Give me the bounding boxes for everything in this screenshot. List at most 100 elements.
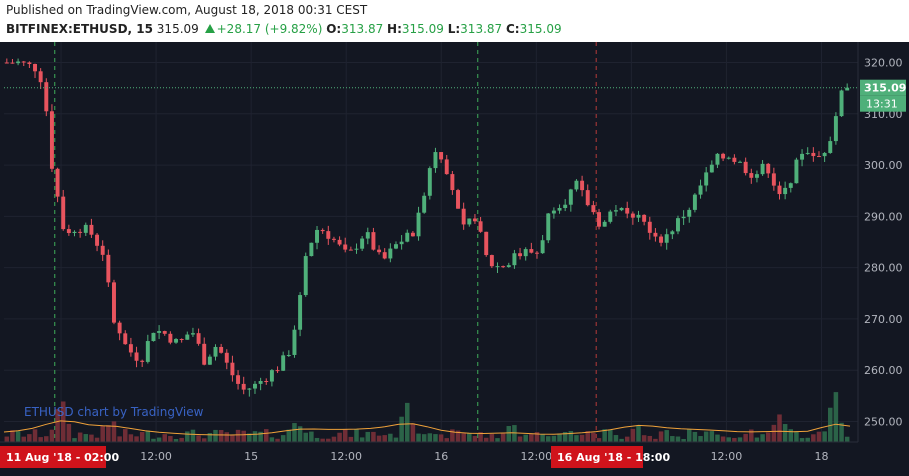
last-price-label: 315.09: [864, 82, 906, 95]
candle-body: [450, 174, 455, 191]
candle-body: [117, 322, 122, 334]
candle-body: [461, 208, 466, 225]
candle-body: [681, 216, 686, 219]
date-label-tag: [0, 446, 106, 468]
candle-body: [698, 185, 703, 195]
volume-bar: [765, 432, 771, 442]
time-tick-label: 16: [434, 450, 448, 463]
candles: [4, 58, 850, 397]
volume-bar: [348, 436, 354, 442]
volume-bar: [794, 431, 799, 442]
candle-body: [95, 234, 100, 246]
candle-body: [405, 232, 410, 242]
candle-body: [833, 116, 838, 142]
candle-body: [157, 331, 162, 333]
candle-body: [343, 244, 348, 250]
time-tick-label: 12:00: [140, 450, 172, 463]
volume-bar: [703, 431, 709, 442]
volume-bar: [410, 423, 416, 442]
up-arrow-icon: [204, 24, 215, 33]
candle-body: [523, 249, 528, 257]
date-label-tag: [551, 446, 643, 468]
price-chart[interactable]: 320.00310.00300.00290.00280.00270.00260.…: [0, 42, 909, 476]
candle-body: [264, 381, 269, 383]
volume-bar: [630, 428, 636, 442]
volume-bar: [461, 433, 466, 442]
candle-body: [16, 61, 21, 64]
candle-body: [608, 211, 613, 222]
volume-bar: [754, 437, 760, 442]
volume-bar: [314, 437, 320, 442]
candle-body: [286, 354, 291, 356]
candle-body: [540, 240, 545, 254]
candle-body: [845, 87, 850, 91]
candle-body: [298, 295, 303, 330]
volume-bar: [376, 435, 382, 442]
volume-bar: [681, 438, 686, 442]
volume-bar: [371, 431, 376, 442]
low-value: 313.87: [460, 22, 503, 36]
grid-lines: [4, 42, 858, 442]
candle-body: [10, 62, 15, 64]
volume-bar: [128, 434, 134, 442]
volume-bar: [788, 429, 794, 442]
candle-body: [766, 163, 771, 174]
candle-body: [174, 339, 178, 343]
volume-bar: [83, 434, 89, 442]
volume-bar: [636, 425, 641, 442]
candle-body: [506, 265, 511, 268]
volume-bar: [382, 435, 387, 442]
volume-bar: [162, 434, 167, 442]
volume-bar: [230, 434, 235, 442]
candle-body: [394, 244, 398, 249]
candle-body: [371, 232, 376, 250]
candle-body: [219, 346, 224, 353]
candle-body: [230, 362, 235, 376]
volume-bar: [653, 438, 658, 442]
candle-body: [591, 205, 596, 213]
candle-body: [664, 234, 669, 243]
candle-body: [788, 183, 793, 188]
volume-bar: [489, 434, 495, 442]
price-tick-label: 290.00: [864, 210, 903, 223]
candle-body: [721, 153, 726, 159]
volume-bar: [421, 434, 427, 442]
candle-body: [557, 207, 562, 211]
volume-bar: [692, 431, 698, 442]
volume-bar: [816, 431, 822, 442]
volume-bar: [139, 432, 145, 442]
candle-body: [61, 196, 66, 230]
volume-bar: [839, 422, 844, 442]
volume-bar: [619, 438, 624, 442]
close-label: C:: [506, 22, 520, 36]
candle-body: [269, 370, 274, 382]
candle-body: [783, 187, 788, 195]
candle-body: [619, 207, 624, 211]
volume-bar: [27, 434, 32, 442]
volume-bar: [337, 432, 342, 442]
price-tick-label: 270.00: [864, 313, 903, 326]
price-axis[interactable]: 320.00310.00300.00290.00280.00270.00260.…: [4, 42, 909, 476]
candle-body: [21, 61, 26, 63]
volume-bar: [100, 425, 105, 442]
volume-bar: [365, 431, 371, 442]
candle-body: [303, 256, 308, 296]
volume-bar: [596, 438, 602, 442]
volume-bar: [66, 423, 72, 442]
volume-bar: [585, 431, 590, 442]
volume-bar: [687, 429, 692, 442]
volume-bar: [495, 438, 500, 442]
volume-bar: [529, 434, 534, 442]
candle-body: [427, 168, 432, 196]
candle-body: [326, 231, 331, 239]
candle-body: [794, 159, 799, 184]
volume-bar: [218, 430, 224, 442]
chart-background: [0, 42, 909, 476]
candle-body: [647, 221, 652, 233]
candle-body: [839, 90, 844, 117]
candle-body: [535, 252, 539, 254]
symbol-label[interactable]: BITFINEX:ETHUSD, 15: [6, 22, 153, 36]
candle-body: [771, 173, 776, 186]
volume-bar: [557, 433, 562, 442]
